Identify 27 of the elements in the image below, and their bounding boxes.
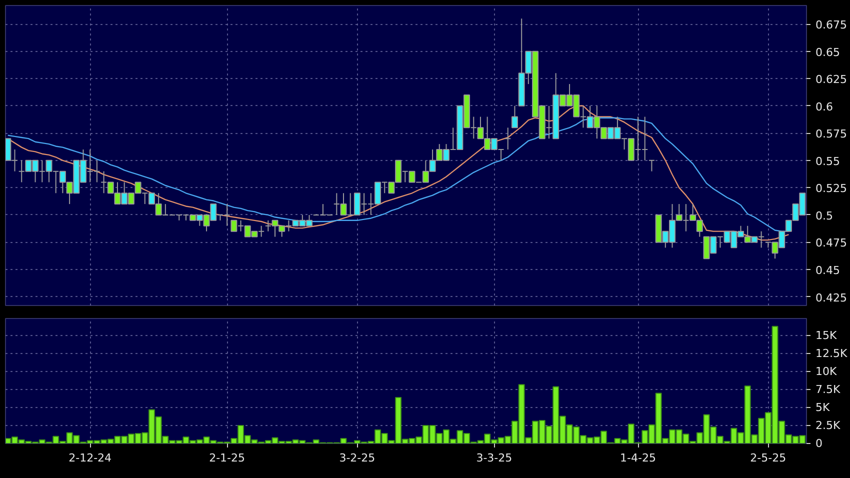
y-tick-label: 2.5K: [816, 419, 841, 432]
x-tick-label: 2-5-25: [750, 452, 786, 464]
y-tick-label: 12.5K: [816, 347, 848, 360]
y-tick-label: 0.625: [816, 73, 847, 86]
candlestick: [511, 105, 518, 128]
y-tick-label: 0.575: [816, 128, 847, 141]
y-tick-label: 0.525: [816, 182, 847, 196]
candlestick: [648, 160, 655, 172]
y-tick-label: 0.45: [816, 264, 840, 277]
x-tick-label: 2-1-25: [209, 452, 246, 464]
y-tick-label: 0.425: [816, 291, 847, 304]
y-tick-label: 5K: [816, 401, 830, 414]
candlestick: [504, 127, 512, 150]
y-tick-label: 0: [816, 437, 822, 450]
y-tick-label: 0.475: [816, 236, 847, 250]
y-tick-label: 0.675: [816, 18, 847, 32]
y-tick-label: 10K: [816, 365, 838, 378]
x-tick-label: 3-3-25: [476, 452, 512, 464]
y-tick-label: 0.6: [816, 100, 833, 114]
x-tick-label: 1-4-25: [620, 452, 656, 464]
y-tick-label: 0.5: [816, 209, 833, 222]
y-tick-label: 15K: [816, 329, 838, 342]
x-tick-label: 2-12-24: [68, 452, 112, 464]
y-tick-label: 0.65: [816, 46, 840, 59]
x-tick-label: 3-2-25: [339, 452, 376, 464]
y-tick-label: 0.55: [816, 154, 840, 168]
y-tick-label: 7.5K: [816, 383, 841, 396]
